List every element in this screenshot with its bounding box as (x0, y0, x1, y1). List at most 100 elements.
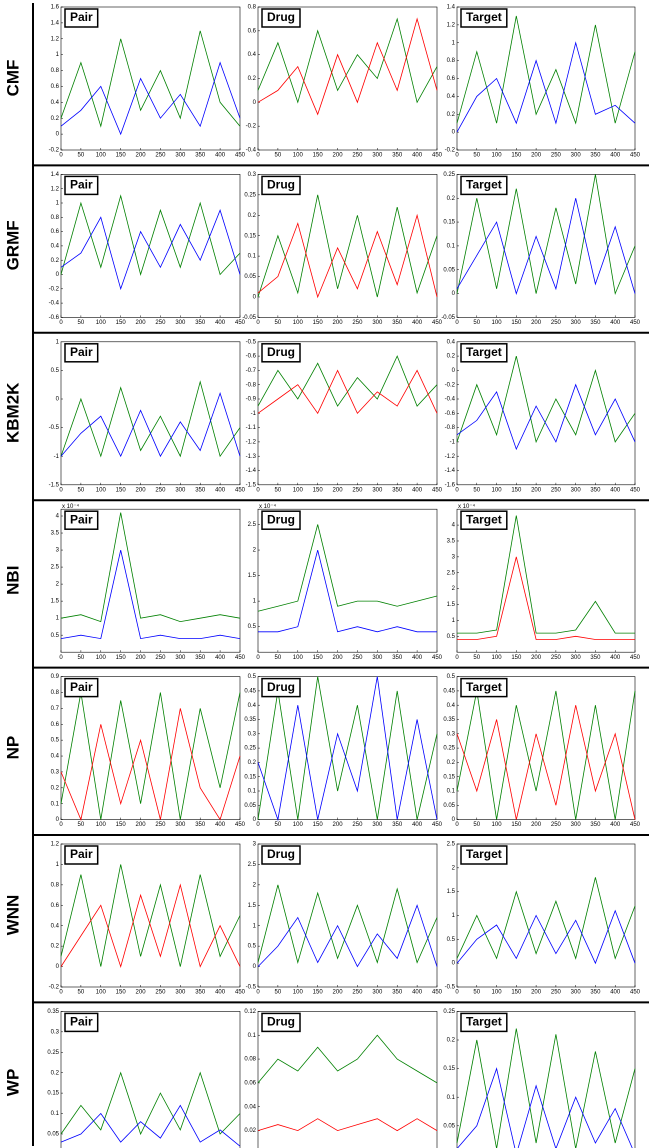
x-tick-label: 50 (275, 822, 282, 828)
x-tick-label: 400 (412, 487, 423, 493)
data-line (457, 556, 635, 640)
x-tick-label: 350 (392, 320, 403, 326)
x-tick-label: 350 (590, 487, 601, 493)
y-tick-label: 0.35 (244, 717, 256, 723)
y-tick-label: -0.05 (441, 315, 455, 321)
x-tick-label: 450 (235, 487, 246, 493)
y-tick-label: -1.5 (49, 482, 60, 488)
y-tick-label: 0 (253, 817, 257, 823)
x-tick-label: 400 (215, 487, 226, 493)
y-multiplier: x 10⁻⁴ (458, 503, 476, 510)
y-tick-label: -0.4 (49, 301, 60, 307)
x-tick-label: 200 (531, 320, 542, 326)
panel-title: Target (466, 680, 502, 694)
panel-title: Target (466, 178, 502, 192)
y-tick-label: 1.5 (248, 573, 257, 579)
y-tick-label: 0 (452, 961, 456, 967)
data-line (456, 383, 636, 451)
y-tick-label: 0.02 (244, 1128, 256, 1134)
y-tick-label: 0.3 (51, 1029, 60, 1035)
plot-area (60, 6, 241, 151)
x-tick-label: 0 (455, 990, 459, 996)
title-box (460, 343, 508, 363)
x-tick-label: 400 (215, 655, 226, 661)
y-tick-label: 0.08 (244, 1057, 256, 1063)
x-tick-label: 100 (492, 153, 503, 159)
y-tick-label: 0.2 (447, 112, 456, 118)
y-tick-label: 1.2 (51, 36, 60, 42)
x-tick-label: 450 (432, 822, 443, 828)
y-tick-label: 0.4 (447, 703, 456, 709)
x-tick-label: 50 (275, 487, 282, 493)
y-tick-label: 0 (253, 295, 257, 301)
y-tick-label: 0.8 (447, 58, 456, 64)
y-tick-label: -0.5 (246, 339, 257, 345)
panel-title: Drug (267, 10, 295, 24)
plot-area (257, 174, 438, 318)
y-tick-label: -1 (251, 411, 257, 417)
x-tick-label: 100 (293, 320, 304, 326)
panel-title: Target (466, 847, 502, 861)
plot-area (456, 6, 636, 151)
x-tick-label: 300 (175, 655, 186, 661)
x-tick-label: 100 (96, 990, 107, 996)
y-tick-label: 0.1 (447, 243, 456, 249)
title-box (261, 677, 301, 698)
y-tick-label: -0.5 (246, 985, 257, 991)
x-tick-label: 400 (610, 655, 621, 661)
x-tick-label: 0 (455, 320, 459, 326)
y-tick-label: 1.6 (51, 5, 60, 11)
x-tick-label: 300 (175, 487, 186, 493)
x-tick-label: 150 (116, 487, 127, 493)
x-tick-label: 200 (531, 487, 542, 493)
y-tick-label: 0.3 (51, 770, 60, 776)
y-tick-label: -1 (54, 454, 60, 460)
y-tick-label: 1 (56, 862, 60, 868)
plot-area (456, 508, 636, 653)
y-tick-label: 1.4 (51, 20, 60, 26)
x-tick-label: 100 (293, 822, 304, 828)
row-label: NBI (3, 566, 22, 595)
y-tick-label: 0.1 (248, 1033, 257, 1039)
y-tick-label: -0.2 (49, 286, 60, 292)
y-tick-label: 0.05 (47, 1132, 59, 1138)
title-box (460, 510, 508, 530)
x-tick-label: 400 (412, 990, 423, 996)
x-tick-label: 0 (256, 822, 260, 828)
x-tick-label: 350 (590, 822, 601, 828)
y-tick-label: 0.4 (51, 923, 60, 929)
y-tick-label: 0.2 (447, 760, 456, 766)
data-line (60, 30, 241, 128)
y-tick-label: 1.5 (248, 903, 257, 909)
title-box (64, 8, 99, 28)
x-tick-label: 350 (392, 990, 403, 996)
y-tick-label: 0.7 (51, 706, 60, 712)
data-line (257, 1034, 438, 1084)
y-tick-label: -0.8 (445, 425, 456, 431)
data-line (60, 61, 241, 136)
title-box (64, 510, 99, 530)
y-tick-label: 0.05 (443, 1123, 455, 1129)
x-tick-label: 400 (412, 320, 423, 326)
x-tick-label: 150 (116, 990, 127, 996)
data-line (456, 877, 636, 960)
y-tick-label: 0.15 (443, 1066, 455, 1072)
title-box (64, 343, 99, 363)
x-tick-label: 450 (630, 487, 641, 493)
x-tick-label: 300 (372, 655, 383, 661)
x-tick-label: 200 (531, 990, 542, 996)
plot-area (257, 843, 438, 988)
title-box (460, 845, 508, 865)
x-tick-label: 50 (473, 320, 480, 326)
x-tick-label: 250 (155, 320, 166, 326)
x-tick-label: 250 (551, 153, 562, 159)
plot-area (456, 341, 636, 486)
y-tick-label: 0.04 (244, 1104, 256, 1110)
y-tick-label: -0.5 (49, 425, 60, 431)
x-tick-label: 100 (96, 320, 107, 326)
y-tick-label: 0.05 (443, 267, 455, 273)
y-tick-label: 0.5 (51, 633, 60, 639)
x-tick-label: 300 (571, 822, 582, 828)
x-tick-label: 150 (313, 990, 324, 996)
x-tick-label: 200 (333, 487, 344, 493)
